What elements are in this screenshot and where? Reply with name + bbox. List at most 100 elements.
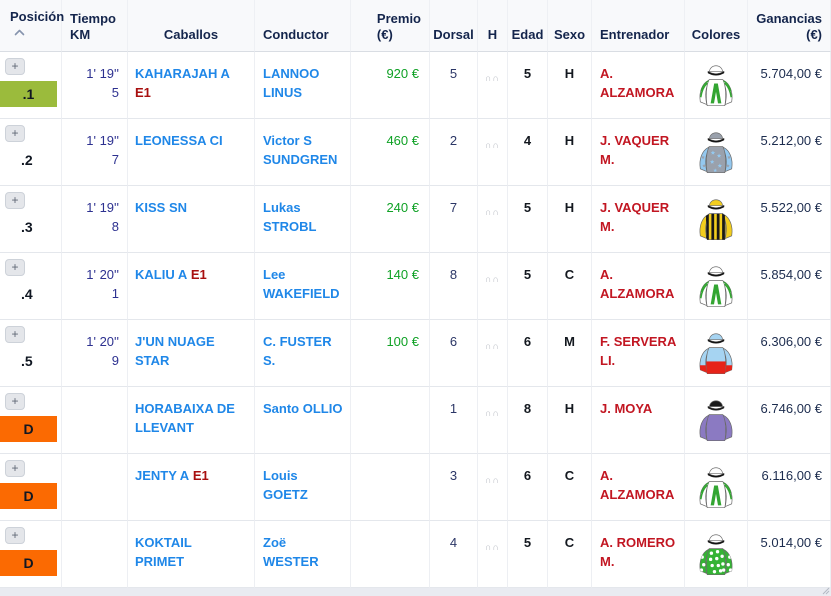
horse-name-link[interactable]: HORABAIXA DE LLEVANT: [135, 401, 235, 435]
horseshoe-icon: ∩∩: [485, 408, 500, 418]
trainer-name: F. SERVERA LI.: [600, 334, 676, 368]
expand-row-button[interactable]: +: [5, 393, 25, 410]
horse-cell: LEONESSA CI: [128, 119, 255, 186]
expand-row-button[interactable]: +: [5, 192, 25, 209]
driver-name-link[interactable]: Lee WAKEFIELD: [263, 267, 340, 301]
column-header-age: Edad: [508, 0, 548, 52]
earnings-value: 5.854,00 €: [748, 253, 831, 320]
shoeing-tag: E1: [192, 468, 209, 483]
age-value: 5: [508, 253, 548, 320]
horseshoe-icon: ∩∩: [485, 73, 500, 83]
expand-row-button[interactable]: +: [5, 460, 25, 477]
saddle-number: 3: [430, 454, 478, 521]
resize-grip-icon[interactable]: [822, 587, 830, 595]
table-row: + D JENTY A E1 Louis GOETZ 3 ∩∩ 6 C A. A…: [0, 454, 831, 521]
horse-name-link[interactable]: KAHARAJAH A: [135, 66, 230, 81]
driver-name-link[interactable]: Victor S SUNDGREN: [263, 133, 338, 167]
sort-ascending-icon[interactable]: [14, 29, 25, 36]
time-km-value: 1' 19'' 8: [62, 186, 128, 253]
driver-name-link[interactable]: Lukas STROBL: [263, 200, 317, 234]
trainer-name: A. ALZAMORA: [600, 468, 675, 502]
driver-cell: C. FUSTER S.: [255, 320, 351, 387]
shoeing-tag: E1: [135, 85, 151, 100]
silks-icon: [693, 467, 739, 515]
horseshoe-icon: ∩∩: [485, 542, 500, 552]
earnings-value: 5.014,00 €: [748, 521, 831, 588]
driver-name-link[interactable]: C. FUSTER S.: [263, 334, 332, 368]
expand-row-button[interactable]: +: [5, 259, 25, 276]
silks-icon: [693, 132, 739, 180]
trainer-cell: A. ALZAMORA: [592, 52, 685, 119]
column-header-earnings: Ganancias (€): [748, 0, 831, 52]
age-value: 5: [508, 186, 548, 253]
shoeing-cell: ∩∩: [478, 521, 508, 588]
horse-cell: KOKTAIL PRIMET: [128, 521, 255, 588]
driver-name-link[interactable]: Louis GOETZ: [263, 468, 308, 502]
driver-name-link[interactable]: Zoë WESTER: [263, 535, 319, 569]
position-rank-badge: .1: [0, 81, 57, 107]
column-header-sex: Sexo: [548, 0, 592, 52]
driver-cell: LANNOO LINUS: [255, 52, 351, 119]
driver-cell: Lee WAKEFIELD: [255, 253, 351, 320]
earnings-value: 6.746,00 €: [748, 387, 831, 454]
horse-name-link[interactable]: KALIU A: [135, 267, 188, 282]
driver-cell: Zoë WESTER: [255, 521, 351, 588]
shoeing-tag: E1: [190, 267, 207, 282]
horse-name-link[interactable]: KOKTAIL PRIMET: [135, 535, 192, 569]
colors-cell: [685, 52, 748, 119]
horse-name-link[interactable]: J'UN NUAGE STAR: [135, 334, 215, 368]
horse-cell: HORABAIXA DE LLEVANT: [128, 387, 255, 454]
horseshoe-icon: ∩∩: [485, 475, 500, 485]
horseshoe-icon: ∩∩: [485, 207, 500, 217]
disqualified-badge: D: [0, 416, 57, 442]
position-label: .3: [21, 219, 33, 235]
column-header-number: Dorsal: [430, 0, 478, 52]
silks-icon: [693, 266, 739, 314]
table-row: + D KOKTAIL PRIMET Zoë WESTER 4 ∩∩ 5 C A…: [0, 521, 831, 588]
saddle-number: 5: [430, 52, 478, 119]
driver-name-link[interactable]: LANNOO LINUS: [263, 66, 320, 100]
trainer-cell: J. VAQUER M.: [592, 119, 685, 186]
sex-value: H: [548, 119, 592, 186]
driver-name-link[interactable]: Santo OLLIO: [263, 401, 343, 416]
horse-name-link[interactable]: KISS SN: [135, 200, 188, 215]
saddle-number: 6: [430, 320, 478, 387]
horse-cell: KALIU A E1: [128, 253, 255, 320]
silks-icon: [693, 400, 739, 448]
column-header-label: Posición: [10, 9, 65, 24]
earnings-value: 6.306,00 €: [748, 320, 831, 387]
table-header-row: Posición Tiempo KM Caballos Conductor Pr…: [0, 0, 831, 52]
position-cell: + .4: [0, 253, 62, 320]
colors-cell: [685, 119, 748, 186]
colors-cell: [685, 253, 748, 320]
expand-row-button[interactable]: +: [5, 527, 25, 544]
shoeing-cell: ∩∩: [478, 387, 508, 454]
sex-value: C: [548, 521, 592, 588]
time-km-value: [62, 454, 128, 521]
expand-row-button[interactable]: +: [5, 58, 25, 75]
driver-cell: Victor S SUNDGREN: [255, 119, 351, 186]
earnings-value: 5.522,00 €: [748, 186, 831, 253]
column-header-prize: Premio (€): [351, 0, 430, 52]
expand-row-button[interactable]: +: [5, 326, 25, 343]
time-km-value: 1' 20'' 9: [62, 320, 128, 387]
trainer-name: J. VAQUER M.: [600, 133, 670, 167]
horse-cell: KAHARAJAH A E1: [128, 52, 255, 119]
expand-row-button[interactable]: +: [5, 125, 25, 142]
table-row: + .3 1' 19'' 8 KISS SN Lukas STROBL 240 …: [0, 186, 831, 253]
prize-value: 920 €: [351, 52, 430, 119]
horse-name-link[interactable]: JENTY A: [135, 468, 190, 483]
shoeing-cell: ∩∩: [478, 119, 508, 186]
earnings-value: 5.212,00 €: [748, 119, 831, 186]
horse-name-link[interactable]: LEONESSA CI: [135, 133, 223, 148]
time-km-value: [62, 387, 128, 454]
position-cell: + D: [0, 454, 62, 521]
column-header-position[interactable]: Posición: [0, 0, 65, 52]
shoeing-cell: ∩∩: [478, 253, 508, 320]
table-row: + .1 1' 19'' 5 KAHARAJAH A E1 LANNOO LIN…: [0, 52, 831, 119]
colors-cell: [685, 521, 748, 588]
trainer-name: J. VAQUER M.: [600, 200, 670, 234]
colors-cell: [685, 186, 748, 253]
